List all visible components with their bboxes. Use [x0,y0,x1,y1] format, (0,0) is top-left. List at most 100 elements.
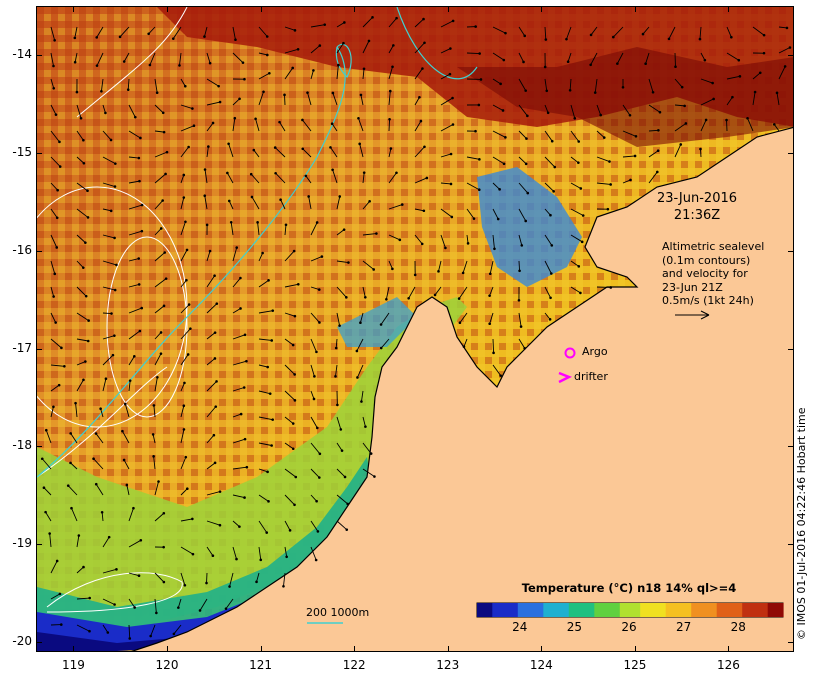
velocity-arrow-head [602,136,606,139]
velocity-arrow [127,78,130,90]
velocity-arrow-head [641,32,645,36]
x-tick-mark [541,6,543,12]
velocity-arrow [180,146,189,158]
velocity-arrow [50,26,56,41]
velocity-arrow-head [139,136,142,140]
nearshore-darkblue-water [37,619,237,651]
velocity-arrow [362,468,375,477]
velocity-arrow [76,597,90,600]
velocity-arrow [492,104,504,111]
velocity-arrow [284,250,295,262]
velocity-arrow-head [364,425,367,428]
velocity-arrow [258,91,264,106]
velocity-arrow [232,546,237,560]
velocity-arrow [128,380,131,392]
velocity-arrow [70,462,78,470]
velocity-arrow-head [478,158,481,161]
velocity-arrow-head [273,146,277,149]
velocity-arrow-head [239,412,243,416]
velocity-arrow-head [128,637,132,640]
velocity-arrow-head [137,283,141,286]
velocity-arrow-head [138,179,141,183]
velocity-arrow [414,97,420,106]
colorbar-cell [553,603,560,617]
colorbar-cell [767,603,774,617]
velocity-arrow-head [267,500,270,503]
velocity-arrow [179,52,182,66]
velocity-arrow [128,230,142,236]
velocity-arrow [492,78,501,85]
velocity-arrow [180,456,187,470]
velocity-arrow-head [82,565,85,569]
velocity-arrow-head [285,555,288,559]
velocity-arrow-head [137,574,141,578]
colorbar-cell [681,603,687,617]
velocity-arrow [284,520,291,531]
velocity-arrow-head [711,81,714,85]
velocity-arrow-head [156,375,159,379]
velocity-arrow [408,286,416,299]
velocity-arrow-head [198,609,202,612]
velocity-arrow-head [573,117,577,120]
velocity-arrow [258,72,270,80]
velocity-arrow [76,566,84,574]
velocity-arrow [414,42,425,54]
velocity-arrow-head [553,165,557,169]
velocity-arrow [284,48,299,54]
velocity-arrow-head [178,64,181,67]
colorbar-cell [742,603,748,617]
velocity-arrow-head [330,122,334,125]
velocity-arrow [148,26,156,35]
velocity-arrow-head [185,487,189,490]
velocity-arrow [544,286,551,298]
velocity-arrow-head [203,35,206,38]
velocity-arrow-head [189,327,192,330]
velocity-arrow-head [205,581,208,585]
velocity-arrow [49,533,52,548]
y-tick-mark [788,152,794,154]
velocity-arrow [570,260,580,267]
colorbar-cell [487,603,493,617]
velocity-arrow [122,430,130,444]
velocity-arrow-head [520,244,524,247]
velocity-arrow [250,173,260,184]
velocity-arrow [699,26,702,40]
velocity-arrow [518,260,521,271]
velocity-arrow [388,91,391,106]
velocity-arrow [284,283,299,288]
velocity-arrow [128,330,141,340]
velocity-arrow [154,252,166,262]
velocity-arrow-head [243,77,246,81]
velocity-arrow-head [70,506,73,510]
velocity-arrow [232,387,245,392]
velocity-arrow-head [758,71,762,75]
velocity-arrow [778,66,786,80]
velocity-arrow-head [550,272,553,275]
velocity-arrow [414,208,424,212]
y-tick-mark [36,348,42,350]
velocity-arrow-head [612,35,615,39]
velocity-arrow [180,304,190,314]
velocity-arrow-head [282,584,285,588]
velocity-arrow [310,338,317,353]
velocity-arrow [45,430,52,444]
velocity-arrow [180,125,195,132]
velocity-arrow-head [544,38,548,41]
velocity-arrow [206,462,216,470]
velocity-arrow-head [358,142,361,146]
velocity-arrow [128,307,142,314]
colorbar-cell [686,603,692,617]
velocity-arrow-head [245,465,249,469]
velocity-arrow [726,52,740,61]
velocity-arrow [414,68,423,80]
velocity-arrow-head [502,58,506,62]
velocity-arrow [76,361,86,366]
velocity-arrow [206,78,219,87]
velocity-arrow-head [449,152,453,156]
velocity-arrow [258,279,269,288]
velocity-arrow [518,208,527,222]
velocity-arrow [462,260,468,274]
velocity-arrow-head [444,246,447,250]
y-tick-label: -19 [12,536,32,551]
colorbar-tick-label: 28 [730,620,746,634]
